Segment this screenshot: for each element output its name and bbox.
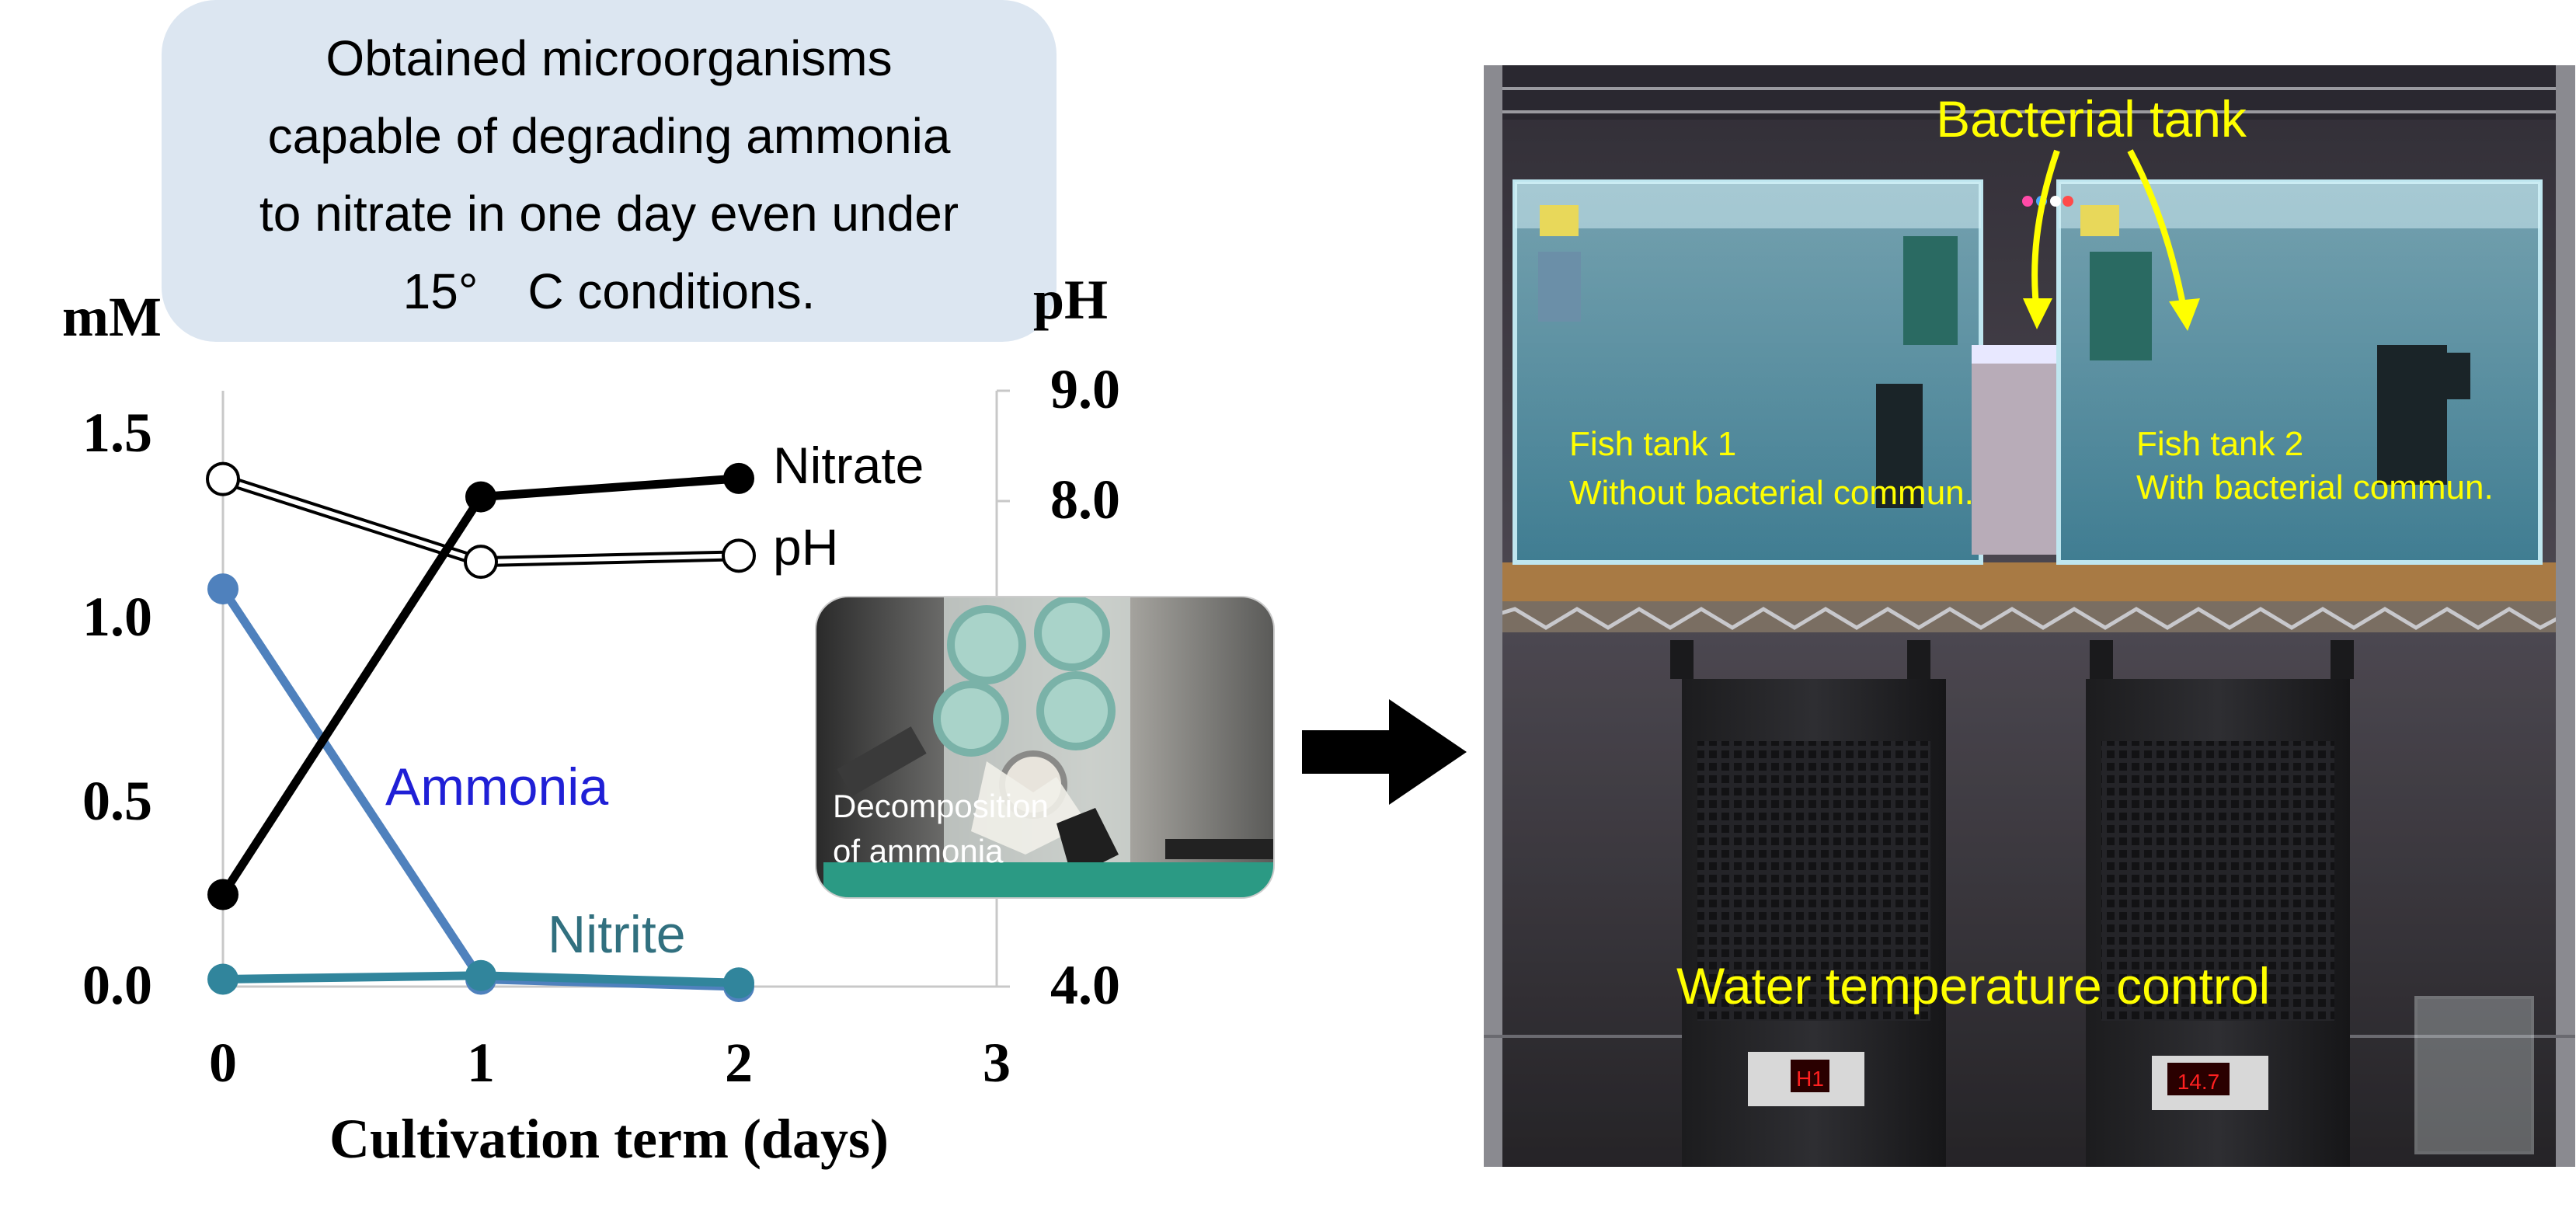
y-left-tick-label: 0.0: [82, 954, 152, 1016]
arrow-to-right-bacteria-icon: [2127, 149, 2188, 313]
water-temperature-label: Water temperature control: [1676, 957, 2270, 1015]
fish-tank-1-label: Fish tank 1: [1569, 425, 1736, 463]
callout-line-4: 15° C conditions.: [403, 263, 816, 319]
series-label-ph: pH: [773, 518, 838, 576]
x-axis-label: Cultivation term (days): [329, 1108, 889, 1170]
y-right-tick-label: 8.0: [1050, 468, 1120, 531]
x-tick-label: 3: [983, 1032, 1011, 1094]
y-left-axis-label: mM: [62, 286, 162, 348]
series-ph-point: [206, 461, 240, 496]
series-ph-point: [464, 545, 498, 580]
right-arrow-icon: [1302, 699, 1467, 805]
y-right-tick-label: 9.0: [1050, 358, 1120, 420]
y-right-axis-label: pH: [1033, 269, 1108, 331]
series-ammonia-point: [207, 573, 238, 605]
x-tick-label: 2: [725, 1032, 753, 1094]
series-label-nitrate: Nitrate: [773, 437, 924, 494]
x-tick-label: 1: [467, 1032, 495, 1094]
series-nitrite-point: [207, 963, 238, 995]
callout-line-3: to nitrate in one day even under: [259, 186, 959, 242]
fish-tank-2-sublabel: With bacterial commun.: [2136, 468, 2494, 507]
series-nitrite: [207, 959, 754, 999]
y-right-tick-label: 4.0: [1050, 954, 1120, 1016]
inset-caption-line-2: of ammonia: [833, 833, 1004, 869]
fish-tank-1-sublabel: Without bacterial commun.: [1569, 474, 1974, 512]
series-nitrate-point: [465, 481, 496, 513]
x-tick-label: 0: [209, 1032, 237, 1094]
series-nitrate-point: [723, 462, 754, 494]
y-right-tick-marks: [997, 389, 1010, 988]
series-nitrite-point: [465, 959, 496, 991]
chart: Obtained microorganisms capable of degra…: [62, 0, 1467, 1170]
inset-photo: [816, 597, 1274, 898]
callout-box: [162, 0, 1057, 342]
series-ph: [206, 461, 756, 580]
inset-caption-line-1: Decomposition: [833, 788, 1049, 824]
series-label-ammonia: Ammonia: [385, 757, 608, 816]
y-left-tick-label: 0.5: [82, 770, 152, 832]
series-ph-point: [722, 538, 756, 573]
chiller-2-display: 14.7: [2177, 1070, 2220, 1094]
callout-line-2: capable of degrading ammonia: [268, 108, 951, 164]
series-label-nitrite: Nitrite: [548, 905, 686, 964]
equipment-photo: H1 14.7 Bacterial tank Fish tank 1 Witho…: [1484, 65, 2575, 1167]
series-nitrate-point: [207, 879, 238, 910]
fish-tank-2-label: Fish tank 2: [2136, 425, 2303, 463]
series-nitrate-line: [219, 474, 740, 897]
y-left-tick-label: 1.5: [82, 402, 152, 464]
series-nitrate: [207, 462, 754, 910]
y-left-tick-label: 1.0: [82, 586, 152, 648]
series-nitrite-point: [723, 967, 754, 999]
arrow-to-left-bacteria-icon: [2031, 149, 2060, 313]
callout-line-1: Obtained microorganisms: [325, 30, 892, 86]
chiller-1-display: H1: [1796, 1067, 1824, 1091]
bacterial-tank-label: Bacterial tank: [1936, 90, 2247, 148]
